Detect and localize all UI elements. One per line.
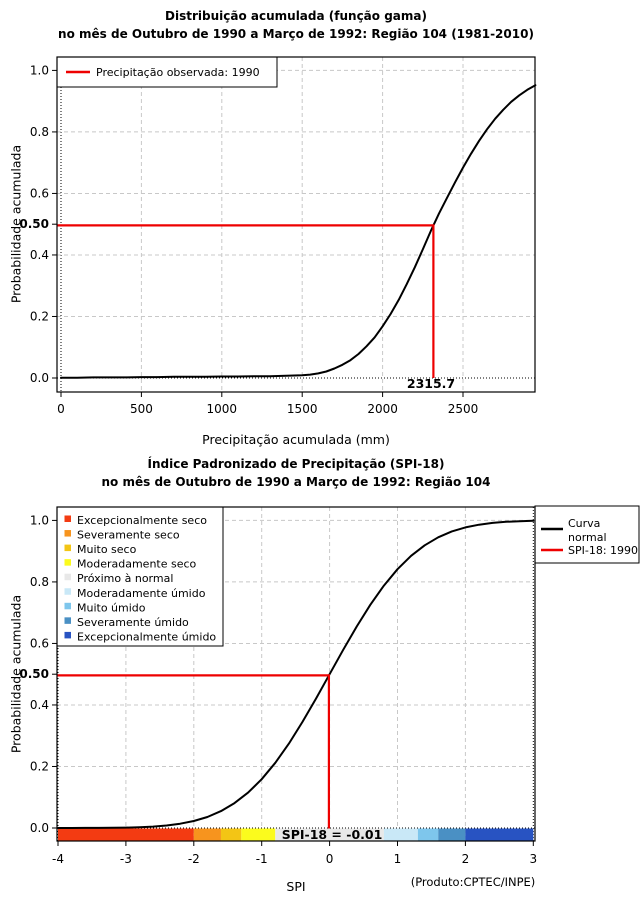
legend-color-swatch bbox=[64, 617, 71, 624]
spi-colorbar-segment bbox=[241, 828, 276, 841]
y-tick-label: 0.0 bbox=[30, 371, 49, 385]
spi-classes-legend-box bbox=[56, 506, 224, 647]
legend-item-label: Próximo à normal bbox=[77, 572, 173, 585]
legend-color-swatch bbox=[64, 588, 71, 595]
observed-precipitation-value: 2315.7 bbox=[406, 376, 456, 391]
y-tick-label: 0.8 bbox=[30, 125, 49, 139]
x-tick-label: 3 bbox=[529, 852, 537, 866]
legend-color-swatch bbox=[64, 631, 71, 639]
x-tick-label: 1000 bbox=[207, 402, 238, 416]
legend-item-label: Moderadamente seco bbox=[77, 558, 197, 571]
x-tick-label: -4 bbox=[52, 852, 64, 866]
cdf-curve bbox=[57, 519, 535, 829]
reference-line bbox=[57, 674, 330, 829]
y-tick-label: 0.4 bbox=[30, 248, 49, 262]
x-tick-label: 1 bbox=[394, 852, 402, 866]
legend-item-label: Muito úmido bbox=[77, 601, 146, 614]
y-tick-label: 0.8 bbox=[30, 575, 49, 589]
spi-colorbar-segment bbox=[220, 828, 242, 841]
spi-colorbar-segment bbox=[417, 828, 439, 841]
legend-item-label: SPI-18: 1990 bbox=[568, 544, 638, 557]
legend-item-label: Precipitação observada: 1990 bbox=[96, 66, 260, 79]
series-legend-box bbox=[56, 56, 278, 88]
spi-colorbar-segment bbox=[383, 828, 418, 841]
legend-item-label: Curva bbox=[568, 517, 600, 530]
legend-item-label: normal bbox=[568, 531, 607, 544]
y-tick-label-median: 0.50 bbox=[19, 667, 49, 681]
y-tick-label: 0.6 bbox=[30, 636, 49, 650]
x-tick-label: 1500 bbox=[287, 402, 318, 416]
chart1-title: Distribuição acumulada (função gama) bbox=[165, 9, 427, 23]
spi18-value-label: SPI-18 = -0.01 bbox=[281, 827, 383, 842]
x-tick-label: 2000 bbox=[367, 402, 398, 416]
x-tick-label: -3 bbox=[120, 852, 132, 866]
legend-item-label: Severamente seco bbox=[77, 529, 180, 542]
x-tick-label: 2 bbox=[462, 852, 470, 866]
y-tick-label: 1.0 bbox=[30, 513, 49, 527]
legend-color-swatch bbox=[64, 515, 71, 522]
x-tick-label: 0 bbox=[326, 852, 334, 866]
y-tick-label: 0.2 bbox=[30, 309, 49, 323]
y-tick-label: 1.0 bbox=[30, 63, 49, 77]
cdf-curve bbox=[60, 84, 537, 379]
x-tick-label: -2 bbox=[188, 852, 200, 866]
chart2-title: Índice Padronizado de Precipitação (SPI-… bbox=[147, 457, 445, 471]
spi-colorbar-segment bbox=[438, 828, 466, 841]
legend-color-swatch bbox=[64, 559, 71, 566]
gamma-cdf-plot: Precipitação observada: 1990 0 500 1000 1500… bbox=[19, 56, 537, 416]
legend-color-swatch bbox=[64, 530, 71, 537]
y-tick-label: 0.4 bbox=[30, 698, 49, 712]
spi-colorbar-segment bbox=[58, 828, 194, 841]
legend-item-label: Moderadamente úmido bbox=[77, 587, 206, 600]
chart1-subtitle: no mês de Outubro de 1990 a Março de 199… bbox=[58, 27, 534, 41]
legend-item-label: Severamente úmido bbox=[77, 616, 189, 629]
chart2-x-axis-label: SPI bbox=[286, 879, 306, 894]
spi-colorbar-segment bbox=[193, 828, 221, 841]
product-credit: (Produto:CPTEC/INPE) bbox=[410, 875, 536, 889]
spi-colorbar-segment bbox=[465, 828, 534, 841]
reference-line bbox=[57, 224, 435, 378]
x-tick-label: 500 bbox=[130, 402, 153, 416]
legend-color-swatch bbox=[64, 602, 71, 610]
spi-colorbar-segment bbox=[275, 828, 384, 841]
legend-color-swatch bbox=[64, 544, 71, 552]
chart1-x-axis-label: Precipitação acumulada (mm) bbox=[202, 432, 390, 447]
y-tick-label: 0.0 bbox=[30, 821, 49, 835]
y-tick-label: 0.2 bbox=[30, 759, 49, 773]
legend-item-label: Muito seco bbox=[77, 543, 137, 556]
y-tick-label: 0.6 bbox=[30, 186, 49, 200]
legend-item-label: Excepcionalmente seco bbox=[77, 514, 207, 527]
legend-color-swatch bbox=[64, 573, 71, 581]
x-tick-label: -1 bbox=[256, 852, 268, 866]
x-tick-label: 2500 bbox=[448, 402, 479, 416]
legend-item-label: Excepcionalmente úmido bbox=[77, 630, 216, 643]
x-tick-label: 0 bbox=[57, 402, 65, 416]
y-tick-label-median: 0.50 bbox=[19, 217, 49, 231]
chart2-subtitle: no mês de Outubro de 1990 a Março de 199… bbox=[101, 475, 491, 489]
